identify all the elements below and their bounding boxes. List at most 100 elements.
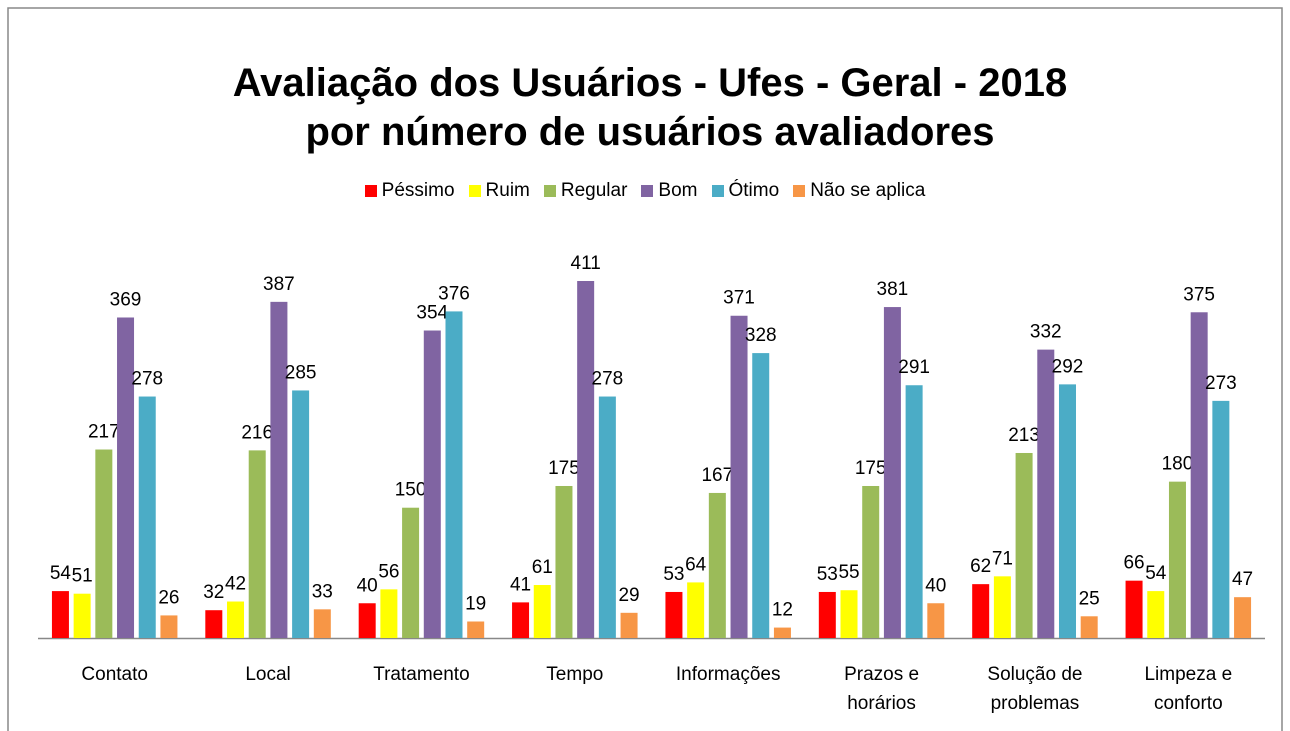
data-label: 53 xyxy=(663,564,684,585)
chart-title: Avaliação dos Usuários - Ufes - Geral - … xyxy=(233,61,1067,105)
bar xyxy=(445,311,463,638)
legend-swatch xyxy=(468,185,481,197)
bar xyxy=(313,609,331,638)
bar xyxy=(248,450,266,638)
bar xyxy=(270,301,288,638)
bar xyxy=(51,591,69,638)
frame xyxy=(7,7,1283,731)
data-label: 62 xyxy=(970,556,991,577)
bar xyxy=(577,281,595,638)
data-label: 285 xyxy=(285,362,317,383)
data-label: 54 xyxy=(1145,563,1167,584)
x-tick-label: Solução de problemas xyxy=(987,664,1083,714)
data-label: 376 xyxy=(438,283,470,304)
data-label: 292 xyxy=(1052,356,1084,377)
x-tick-label: Prazos e horários xyxy=(844,664,920,714)
legend-item: Não se aplica xyxy=(793,180,925,202)
bar xyxy=(512,602,530,638)
data-label: 180 xyxy=(1162,454,1194,475)
data-label: 64 xyxy=(685,554,707,575)
legend-item: Péssimo xyxy=(364,180,455,202)
data-label: 71 xyxy=(992,548,1013,569)
legend-swatch xyxy=(641,185,654,197)
bar xyxy=(1212,400,1230,638)
data-label: 12 xyxy=(772,600,793,621)
x-tick-label: Local xyxy=(245,664,291,685)
bar xyxy=(117,317,135,638)
x-tick-label: Contato xyxy=(81,664,148,685)
data-label: 217 xyxy=(88,422,120,443)
legend-swatch xyxy=(793,185,806,197)
data-label: 25 xyxy=(1079,588,1100,609)
bar xyxy=(598,396,616,638)
bar xyxy=(73,593,91,638)
data-label: 175 xyxy=(855,458,887,479)
data-label: 40 xyxy=(357,575,378,596)
legend-label: Ruim xyxy=(485,180,530,201)
bar xyxy=(1037,349,1055,638)
data-label: 42 xyxy=(225,574,246,595)
data-label: 41 xyxy=(510,574,531,595)
bar xyxy=(752,353,770,638)
data-label: 61 xyxy=(532,557,553,578)
bar xyxy=(905,385,923,638)
bar xyxy=(402,507,420,638)
bar xyxy=(227,601,245,638)
data-label: 53 xyxy=(817,564,838,585)
bar xyxy=(883,307,901,638)
legend: Péssimo Ruim Regular Bom Ótimo Não se aplica xyxy=(0,180,1290,202)
bar xyxy=(1168,481,1186,638)
legend-label: Não se aplica xyxy=(810,180,926,201)
data-label: 278 xyxy=(131,369,163,390)
bar xyxy=(380,589,398,638)
bar xyxy=(1234,597,1252,638)
data-label: 354 xyxy=(416,303,448,324)
legend-item: Ótimo xyxy=(711,180,780,202)
data-label: 47 xyxy=(1232,569,1253,590)
bar xyxy=(862,485,880,638)
bar xyxy=(708,492,726,638)
legend-item: Ruim xyxy=(468,180,530,202)
data-label: 56 xyxy=(378,561,399,582)
data-label: 371 xyxy=(723,288,755,309)
data-label: 51 xyxy=(72,566,93,587)
bar xyxy=(1058,384,1076,638)
data-label: 54 xyxy=(50,563,72,584)
bar xyxy=(773,627,791,638)
data-label: 216 xyxy=(241,422,273,443)
x-tick-label: Tempo xyxy=(546,664,604,685)
bar xyxy=(972,584,990,638)
data-label: 66 xyxy=(1123,553,1144,574)
data-label: 332 xyxy=(1030,322,1062,343)
x-tick-label: Limpeza e conforto xyxy=(1144,664,1233,714)
legend-label: Ótimo xyxy=(728,180,780,201)
bar xyxy=(138,396,156,638)
legend-swatch xyxy=(711,185,724,197)
legend-swatch xyxy=(364,185,377,197)
data-label: 150 xyxy=(395,480,427,501)
bar xyxy=(665,591,683,638)
chart-subtitle: por número de usuários avaliadores xyxy=(305,110,994,154)
bar xyxy=(467,621,485,638)
legend-item: Bom xyxy=(641,180,698,202)
bar xyxy=(818,591,836,638)
data-label: 40 xyxy=(925,575,946,596)
bar xyxy=(993,576,1011,638)
bar xyxy=(423,330,441,638)
bar xyxy=(292,390,310,638)
bar xyxy=(95,449,113,638)
data-label: 32 xyxy=(203,582,224,603)
data-label: 33 xyxy=(312,581,333,602)
legend-label: Bom xyxy=(658,180,698,201)
x-tick-label: Tratamento xyxy=(373,664,470,685)
data-label: 175 xyxy=(548,458,580,479)
bar xyxy=(687,582,705,638)
data-label: 411 xyxy=(571,253,601,274)
bar xyxy=(533,585,551,638)
data-label: 26 xyxy=(158,587,179,608)
bar xyxy=(555,485,573,638)
bar xyxy=(205,610,223,638)
bar xyxy=(1015,452,1033,638)
bar xyxy=(1080,616,1098,638)
